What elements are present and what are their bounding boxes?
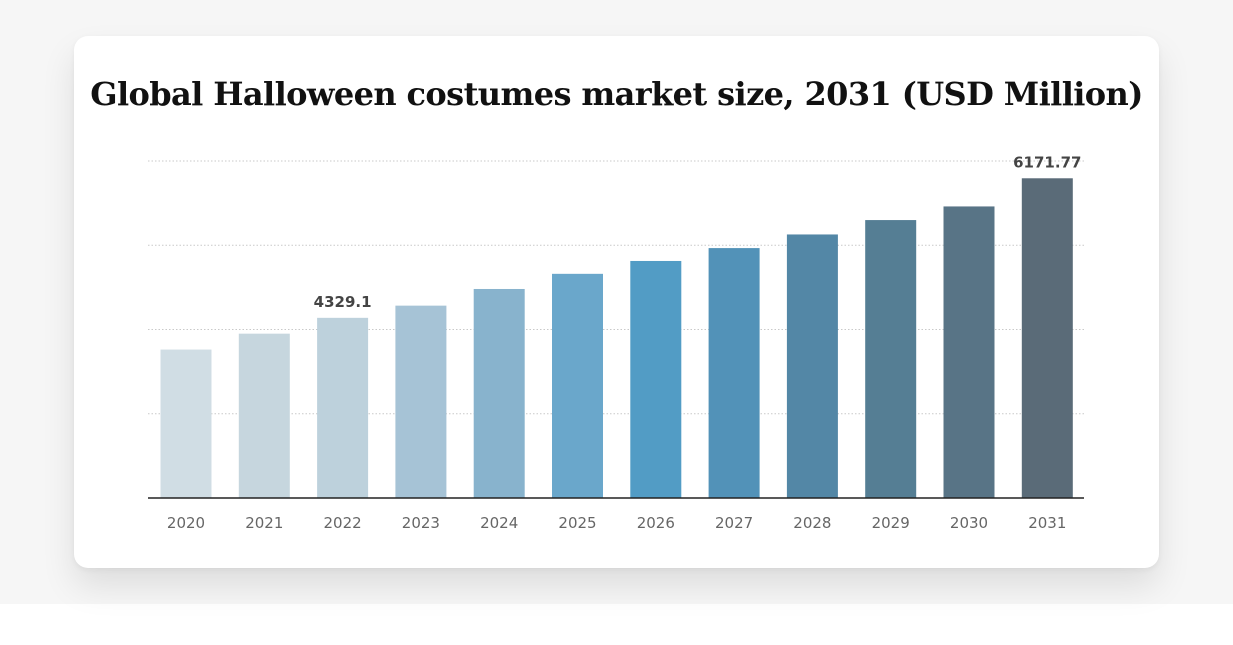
x-tick-label: 2025 [558, 514, 596, 532]
data-labels: 4329.1 6171.77 [314, 153, 1082, 311]
bar-2021 [238, 333, 290, 498]
bar-2030 [943, 206, 995, 498]
bar-2025 [552, 273, 603, 498]
x-tick-label: 2022 [324, 514, 362, 532]
x-tick-label: 2024 [480, 514, 518, 532]
bar-2026 [630, 260, 682, 498]
bar-2028 [786, 234, 838, 498]
x-axis-tick-labels: 2020 2021 2022 2023 2024 2025 2026 2027 2028 2029… [167, 514, 1066, 532]
bar-2024 [473, 288, 525, 498]
data-label-2022: 4329.1 [314, 293, 372, 311]
data-label-2031: 6171.77 [1013, 153, 1081, 171]
x-tick-label: 2031 [1028, 514, 1066, 532]
bar-2020 [160, 349, 212, 498]
x-tick-label: 2030 [950, 514, 988, 532]
bars [160, 178, 1073, 499]
bar-2022 [317, 317, 369, 498]
chart-title: Global Halloween costumes market size, 2… [90, 75, 1143, 113]
bar-2027 [708, 248, 760, 498]
bar-2029 [865, 220, 917, 499]
x-tick-label: 2027 [715, 514, 753, 532]
x-tick-label: 2029 [872, 514, 910, 532]
x-tick-label: 2026 [637, 514, 675, 532]
x-tick-label: 2028 [793, 514, 831, 532]
bar-2023 [395, 305, 447, 498]
x-tick-label: 2021 [245, 514, 283, 532]
bar-2031 [1021, 178, 1073, 498]
x-tick-label: 2023 [402, 514, 440, 532]
x-tick-label: 2020 [167, 514, 205, 532]
